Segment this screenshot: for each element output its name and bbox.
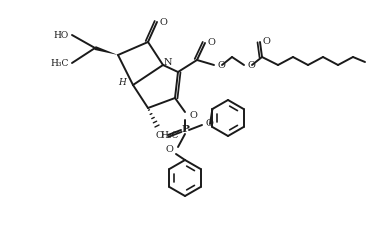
Text: O: O xyxy=(248,60,256,70)
Polygon shape xyxy=(94,46,118,55)
Text: O: O xyxy=(218,60,226,70)
Text: O: O xyxy=(159,17,167,27)
Text: HO: HO xyxy=(54,31,69,39)
Text: O: O xyxy=(207,38,215,47)
Text: H₃C: H₃C xyxy=(160,130,178,140)
Text: O: O xyxy=(155,130,163,140)
Text: O: O xyxy=(165,145,173,153)
Text: O: O xyxy=(190,110,198,120)
Text: O: O xyxy=(262,37,270,45)
Text: N: N xyxy=(164,58,172,66)
Text: H₃C: H₃C xyxy=(50,59,69,67)
Text: H: H xyxy=(118,77,126,87)
Text: P: P xyxy=(181,125,189,135)
Text: O: O xyxy=(206,119,214,127)
